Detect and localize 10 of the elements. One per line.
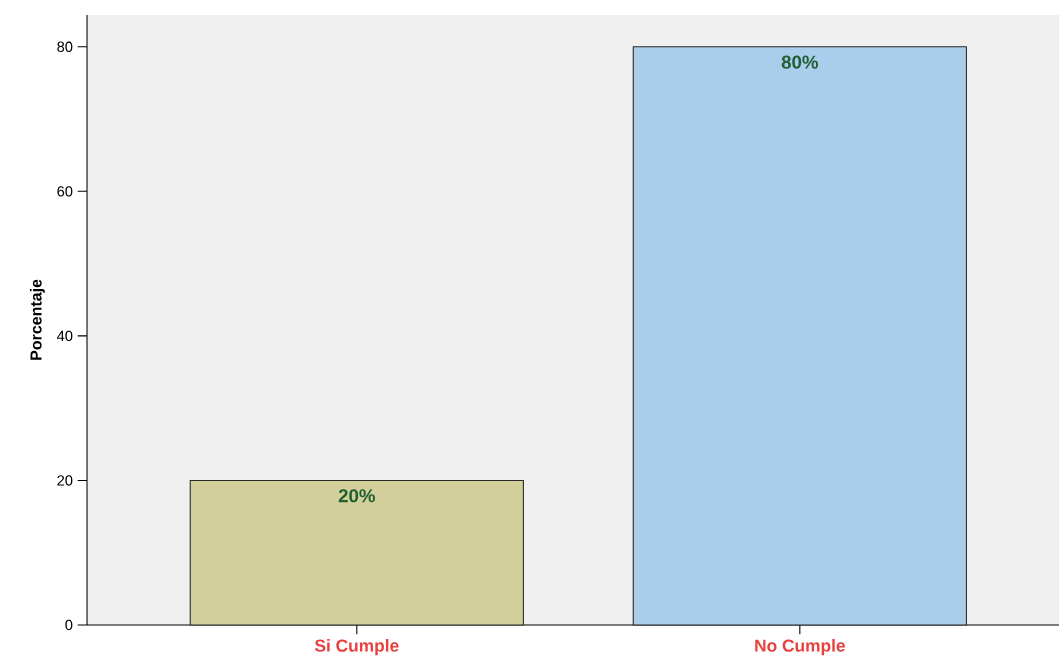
y-axis-title: Porcentaje [29, 279, 45, 360]
data-label: 20% [338, 489, 375, 503]
data-label: 80% [781, 55, 819, 69]
y-tick-label: 0 [65, 619, 73, 631]
x-tick-label: No Cumple [755, 639, 845, 656]
y-tick-label: 20 [57, 475, 73, 486]
y-tick-label: 80 [57, 41, 73, 52]
x-tick-label: Si Cumple [314, 639, 399, 656]
y-tick-label: 60 [57, 186, 73, 197]
y-tick-label: 40 [56, 330, 73, 342]
